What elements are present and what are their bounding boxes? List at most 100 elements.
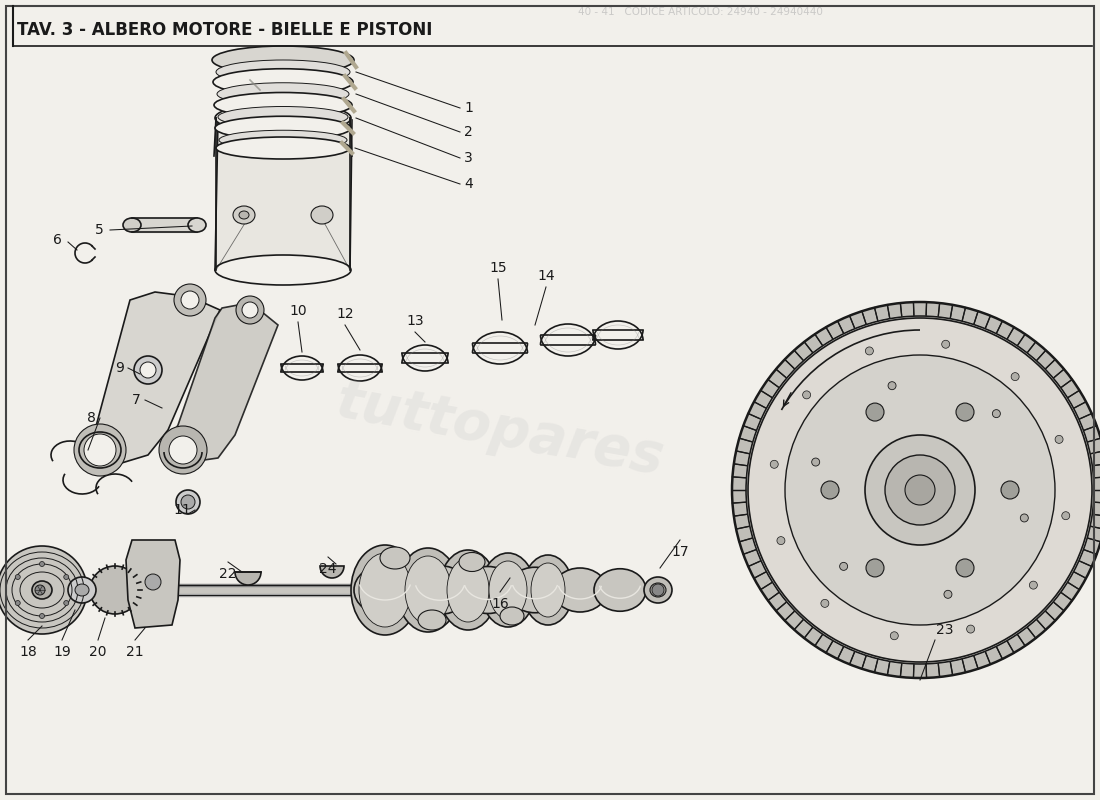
Ellipse shape <box>216 60 350 84</box>
Ellipse shape <box>68 577 96 603</box>
Ellipse shape <box>459 553 485 571</box>
Text: 10: 10 <box>289 304 307 318</box>
Circle shape <box>770 460 778 468</box>
Wedge shape <box>235 572 261 585</box>
Circle shape <box>992 410 1000 418</box>
Ellipse shape <box>214 116 351 140</box>
Circle shape <box>944 590 952 598</box>
Ellipse shape <box>188 218 206 232</box>
Ellipse shape <box>311 206 333 224</box>
Ellipse shape <box>214 93 352 118</box>
Text: 3: 3 <box>464 151 473 165</box>
Polygon shape <box>80 292 220 465</box>
Circle shape <box>890 632 899 640</box>
Ellipse shape <box>447 558 490 622</box>
Circle shape <box>905 475 935 505</box>
Circle shape <box>839 562 848 570</box>
Circle shape <box>886 455 955 525</box>
Text: 2: 2 <box>464 125 473 139</box>
Circle shape <box>35 585 45 595</box>
Circle shape <box>956 403 974 421</box>
Ellipse shape <box>481 553 535 627</box>
Ellipse shape <box>650 583 666 597</box>
Text: 1: 1 <box>464 101 473 115</box>
Circle shape <box>1030 581 1037 589</box>
Circle shape <box>777 537 785 545</box>
Text: 14: 14 <box>537 269 554 283</box>
Ellipse shape <box>214 103 351 133</box>
Circle shape <box>15 601 20 606</box>
Text: 9: 9 <box>116 361 124 375</box>
Ellipse shape <box>214 255 351 285</box>
Ellipse shape <box>359 553 411 627</box>
Ellipse shape <box>553 568 607 612</box>
Ellipse shape <box>418 610 446 630</box>
Text: 21: 21 <box>126 645 144 659</box>
Circle shape <box>40 562 44 566</box>
Circle shape <box>785 355 1055 625</box>
Circle shape <box>169 436 197 464</box>
Circle shape <box>134 356 162 384</box>
Ellipse shape <box>439 550 497 630</box>
Ellipse shape <box>459 566 517 614</box>
Circle shape <box>866 347 873 355</box>
Ellipse shape <box>75 584 89 596</box>
Circle shape <box>866 403 884 421</box>
Text: 16: 16 <box>491 597 509 611</box>
Ellipse shape <box>500 607 524 625</box>
Text: 4: 4 <box>464 177 473 191</box>
Text: 15: 15 <box>490 261 507 275</box>
Circle shape <box>140 362 156 378</box>
Ellipse shape <box>379 547 410 569</box>
Circle shape <box>145 574 161 590</box>
Text: 17: 17 <box>671 545 689 559</box>
Ellipse shape <box>218 106 348 127</box>
Text: 13: 13 <box>406 314 424 328</box>
Circle shape <box>821 481 839 499</box>
Text: TAV. 3 - ALBERO MOTORE - BIELLE E PISTONI: TAV. 3 - ALBERO MOTORE - BIELLE E PISTON… <box>16 21 432 39</box>
Ellipse shape <box>212 46 354 74</box>
Circle shape <box>64 574 68 579</box>
Ellipse shape <box>32 581 52 599</box>
Ellipse shape <box>405 556 451 624</box>
FancyBboxPatch shape <box>216 118 350 270</box>
Text: 19: 19 <box>53 645 70 659</box>
Circle shape <box>174 284 206 316</box>
Wedge shape <box>320 566 344 578</box>
Circle shape <box>821 599 829 607</box>
Circle shape <box>1055 435 1063 443</box>
Circle shape <box>956 559 974 577</box>
Text: 22: 22 <box>219 567 236 581</box>
Ellipse shape <box>217 82 349 106</box>
Ellipse shape <box>216 137 350 159</box>
Ellipse shape <box>507 567 563 613</box>
Circle shape <box>236 296 264 324</box>
Ellipse shape <box>594 569 646 611</box>
Text: 20: 20 <box>89 645 107 659</box>
Circle shape <box>812 458 820 466</box>
Ellipse shape <box>410 566 470 614</box>
Circle shape <box>182 495 195 509</box>
Ellipse shape <box>213 69 353 95</box>
Text: 12: 12 <box>337 307 354 321</box>
Circle shape <box>74 424 126 476</box>
Circle shape <box>865 435 975 545</box>
Ellipse shape <box>239 211 249 219</box>
Circle shape <box>746 316 1094 664</box>
Circle shape <box>40 614 44 618</box>
Ellipse shape <box>644 577 672 603</box>
Text: 8: 8 <box>87 411 96 425</box>
Circle shape <box>64 601 68 606</box>
Ellipse shape <box>351 545 419 635</box>
Text: 24: 24 <box>319 562 337 576</box>
Circle shape <box>84 434 116 466</box>
Circle shape <box>803 391 811 399</box>
Text: 7: 7 <box>132 393 141 407</box>
Circle shape <box>942 340 949 348</box>
Circle shape <box>1011 373 1019 381</box>
Ellipse shape <box>354 565 416 615</box>
Ellipse shape <box>123 218 141 232</box>
Circle shape <box>160 426 207 474</box>
Ellipse shape <box>219 130 346 150</box>
Polygon shape <box>168 305 278 462</box>
